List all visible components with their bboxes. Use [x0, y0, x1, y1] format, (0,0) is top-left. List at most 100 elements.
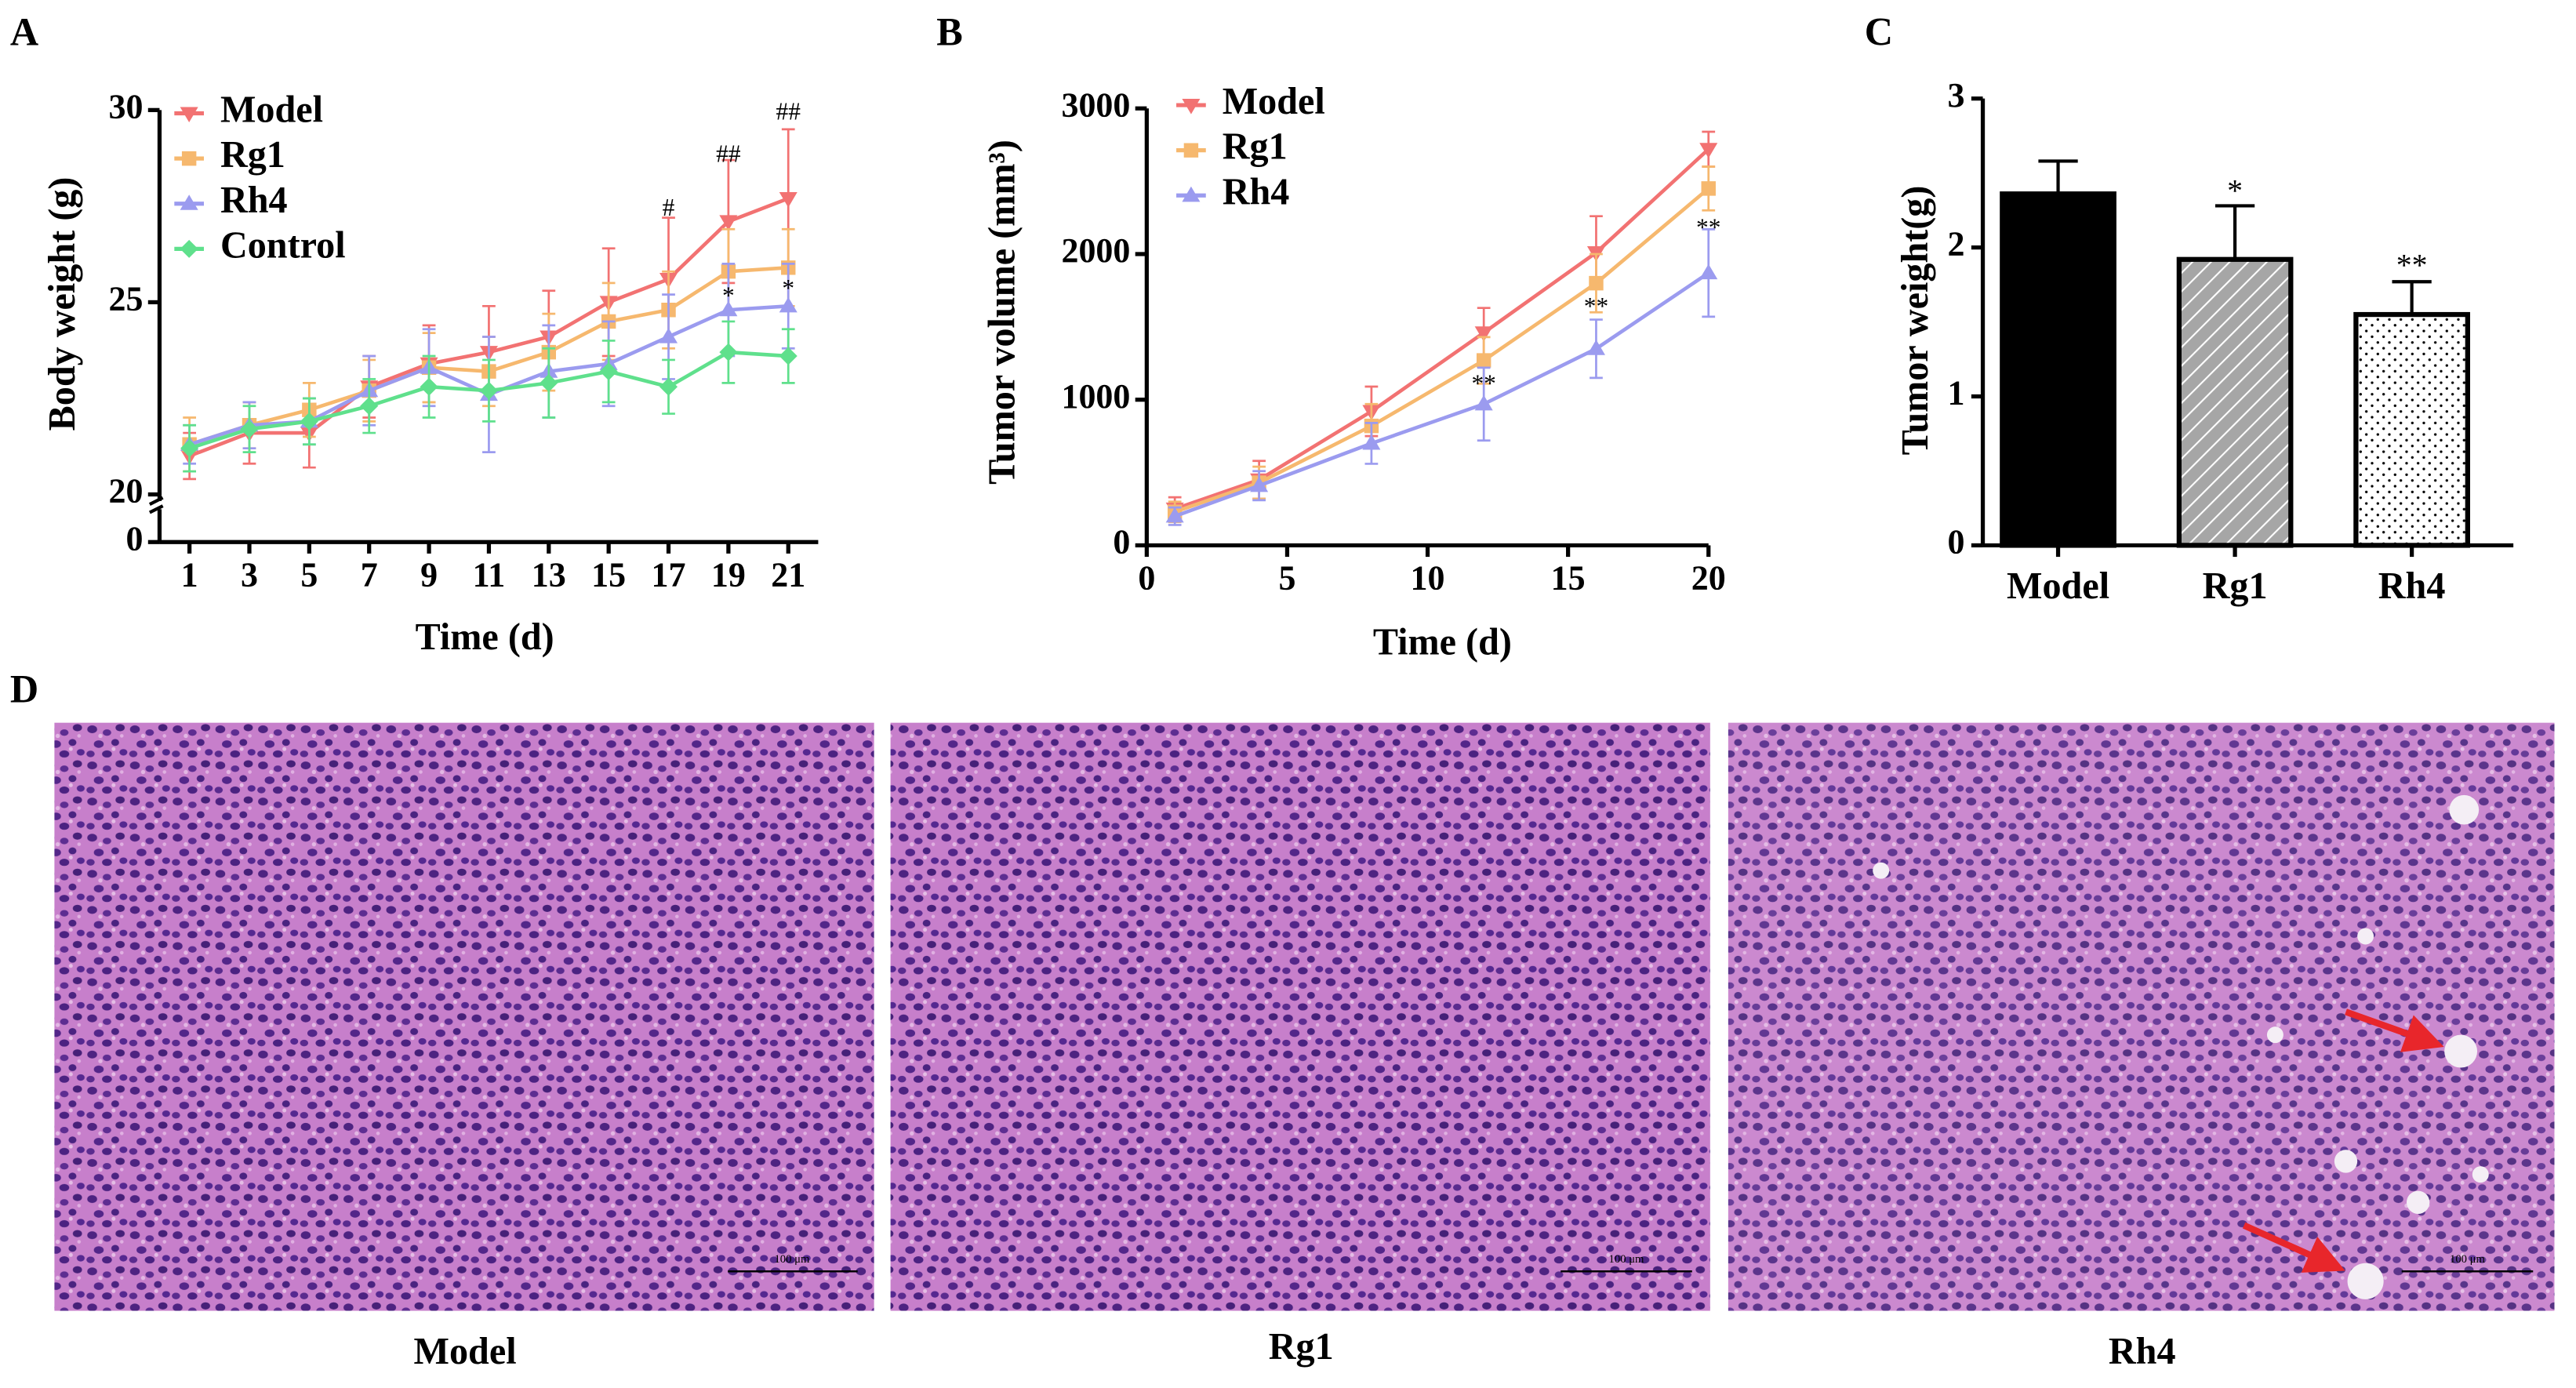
scale-bar-label: 100 μm: [1609, 1253, 1645, 1266]
marker: [1589, 275, 1604, 291]
y-tick-label: 1: [1948, 374, 1965, 412]
annotation: *: [782, 274, 794, 302]
series: [1168, 228, 1716, 526]
marker: [1165, 507, 1184, 523]
y-tick-label: 25: [109, 280, 144, 318]
x-tick-label: 19: [711, 555, 746, 594]
marker: [1362, 434, 1381, 450]
marker: [719, 215, 738, 231]
x-tick-label: 21: [771, 555, 805, 594]
legend-label: Rh4: [220, 180, 288, 221]
y-tick-label: 2000: [1061, 231, 1130, 270]
marker: [1474, 326, 1493, 342]
x-tick-label: 15: [1551, 559, 1586, 598]
x-tick-label: 0: [1138, 559, 1155, 598]
bar: [2176, 256, 2294, 548]
y-tick-label: 3: [1948, 76, 1965, 114]
marker: [779, 192, 798, 208]
scale-bar-label: 100 μm: [2450, 1253, 2486, 1266]
annotation: #: [663, 194, 675, 221]
axis-break: [148, 496, 164, 514]
x-tick-label: 3: [241, 555, 258, 594]
x-tick-label: 5: [300, 555, 318, 594]
marker: [1182, 98, 1201, 114]
y-tick-label: 0: [1948, 523, 1965, 561]
marker: [1250, 476, 1269, 492]
x-tick-label: 10: [1411, 559, 1445, 598]
y-tick-label: 30: [109, 87, 144, 125]
marker: [599, 362, 618, 381]
panel-label: B: [936, 10, 963, 54]
marker: [300, 412, 318, 431]
legend-label: Control: [220, 224, 346, 266]
x-tick-label: Rg1: [2203, 565, 2268, 607]
x-tick-label: 1: [181, 555, 198, 594]
legend-label: Rh4: [1223, 171, 1290, 213]
series-line: [1174, 271, 1710, 518]
marker: [1183, 143, 1199, 158]
panel-label: A: [10, 10, 38, 54]
y-tick-label: 3000: [1061, 85, 1130, 124]
y-axis-label: Tumor weight(g): [1895, 186, 1936, 456]
panel-label: C: [1865, 10, 1893, 54]
series-line: [1174, 187, 1710, 514]
annotation: **: [1696, 214, 1720, 242]
image-label: Rh4: [2109, 1331, 2176, 1372]
marker: [659, 377, 678, 396]
y-tick-label: 2: [1948, 225, 1965, 263]
marker: [779, 296, 798, 313]
y-tick-label: 0: [126, 519, 144, 558]
image-rg1: [890, 722, 1710, 1311]
x-tick-label: 11: [473, 555, 506, 594]
annotation: *: [722, 282, 735, 310]
panel-label: D: [10, 667, 38, 710]
legend-label: Model: [1223, 81, 1325, 122]
marker: [180, 239, 198, 258]
marker: [420, 377, 438, 396]
annotation: ##: [716, 140, 741, 167]
annotation: ##: [776, 97, 801, 125]
marker: [181, 151, 197, 166]
x-tick-label: 20: [1691, 559, 1726, 598]
marker: [1476, 353, 1491, 368]
y-axis-label: Body weight (g): [42, 177, 83, 431]
marker: [180, 107, 198, 123]
marker: [659, 328, 678, 343]
marker: [540, 373, 558, 392]
arrows: [2242, 1008, 2444, 1273]
y-axis-label: Tumor volume (mm³): [981, 140, 1023, 485]
marker: [1701, 181, 1716, 196]
image-rh4: [1728, 722, 2555, 1311]
y-tick-label: 1000: [1061, 377, 1130, 416]
x-tick-label: 9: [420, 555, 438, 594]
y-tick-label: 0: [1113, 523, 1130, 561]
x-tick-label: Rh4: [2378, 565, 2446, 607]
annotation: **: [1471, 369, 1495, 397]
bar: [2000, 191, 2116, 548]
bar: [2353, 311, 2470, 548]
marker: [719, 300, 738, 317]
marker: [1474, 394, 1493, 411]
marker: [719, 343, 738, 362]
marker: [1586, 340, 1605, 355]
histology-images: 100 μm 100 μm 100 μm: [54, 722, 2555, 1311]
x-axis-label: Time (d): [416, 616, 554, 658]
marker: [360, 397, 379, 416]
x-tick-label: 15: [591, 555, 626, 594]
legend-label: Rg1: [1223, 126, 1288, 168]
x-tick-label: 7: [361, 555, 378, 594]
annotation: *: [2227, 173, 2243, 208]
error-bar: [2038, 159, 2078, 194]
x-tick-label: 13: [532, 555, 566, 594]
x-tick-label: Model: [2007, 565, 2109, 607]
marker: [1699, 263, 1718, 280]
marker: [180, 194, 198, 210]
x-axis-label: Time (d): [1373, 621, 1512, 663]
legend-label: Rg1: [220, 134, 285, 176]
error-bar: [2214, 204, 2255, 260]
image-model: [54, 722, 874, 1311]
scale-bar-label: 100 μm: [774, 1253, 810, 1266]
x-tick-label: 5: [1278, 559, 1295, 598]
error-bar: [2392, 280, 2432, 315]
